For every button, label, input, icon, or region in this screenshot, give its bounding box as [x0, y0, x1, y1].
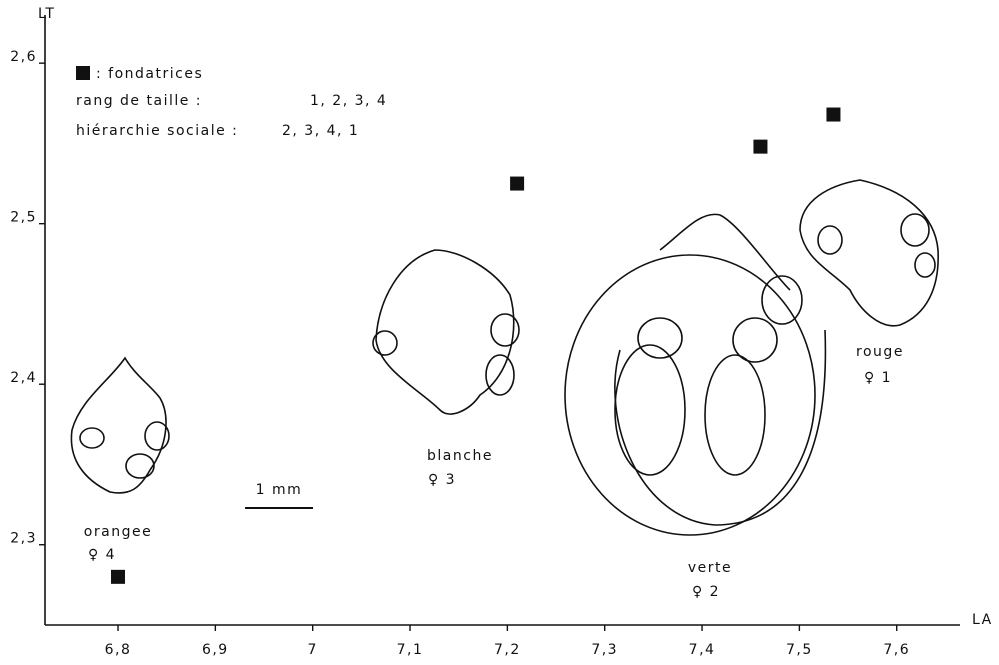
y-tick-label: 2,3 — [10, 531, 37, 547]
chart: LA LT 1 mm 6,8 6,9 7 7,1 7,2 7,3 7,4 7,5 7,6 2,3 2… — [0, 0, 999, 665]
x-tick-label: 7,1 — [397, 642, 424, 658]
x-tick-label: 6,8 — [105, 642, 132, 658]
y-axis-label: LT — [38, 6, 55, 22]
specimen-label: verte — [688, 560, 732, 576]
specimen-sign: ♀ 1 — [864, 370, 892, 386]
legend-marker — [76, 66, 90, 80]
specimen-sign: ♀ 4 — [88, 547, 116, 563]
data-point — [111, 570, 125, 584]
y-tick-label: 2,6 — [10, 49, 37, 65]
legend-note-text: 2, 3, 4, 1 — [282, 123, 359, 139]
x-tick-label: 6,9 — [202, 642, 229, 658]
scale-bar-label: 1 mm — [256, 482, 303, 498]
specimen-drawings — [71, 180, 938, 535]
specimen-label: blanche — [427, 448, 493, 464]
x-tick-label: 7,6 — [883, 642, 910, 658]
specimen-label: orangee — [84, 524, 152, 540]
data-point — [753, 140, 767, 154]
legend-label: : fondatrices — [96, 66, 203, 82]
specimen-label: rouge — [856, 344, 904, 360]
x-tick-label: 7,5 — [786, 642, 813, 658]
x-axis-label: LA — [972, 612, 993, 628]
x-tick-label: 7,4 — [689, 642, 716, 658]
specimen-sign: ♀ 3 — [428, 472, 456, 488]
legend-note-text: 1, 2, 3, 4 — [310, 93, 387, 109]
legend-note-label: hiérarchie sociale : — [76, 123, 238, 139]
y-tick-label: 2,5 — [10, 210, 37, 226]
y-tick-label: 2,4 — [10, 370, 37, 386]
legend-note-label: rang de taille : — [76, 93, 202, 109]
x-tick-label: 7,2 — [494, 642, 521, 658]
data-point — [826, 108, 840, 122]
x-tick-label: 7 — [307, 642, 317, 658]
x-tick-label: 7,3 — [591, 642, 618, 658]
data-point — [510, 177, 524, 191]
specimen-sign: ♀ 2 — [692, 584, 720, 600]
